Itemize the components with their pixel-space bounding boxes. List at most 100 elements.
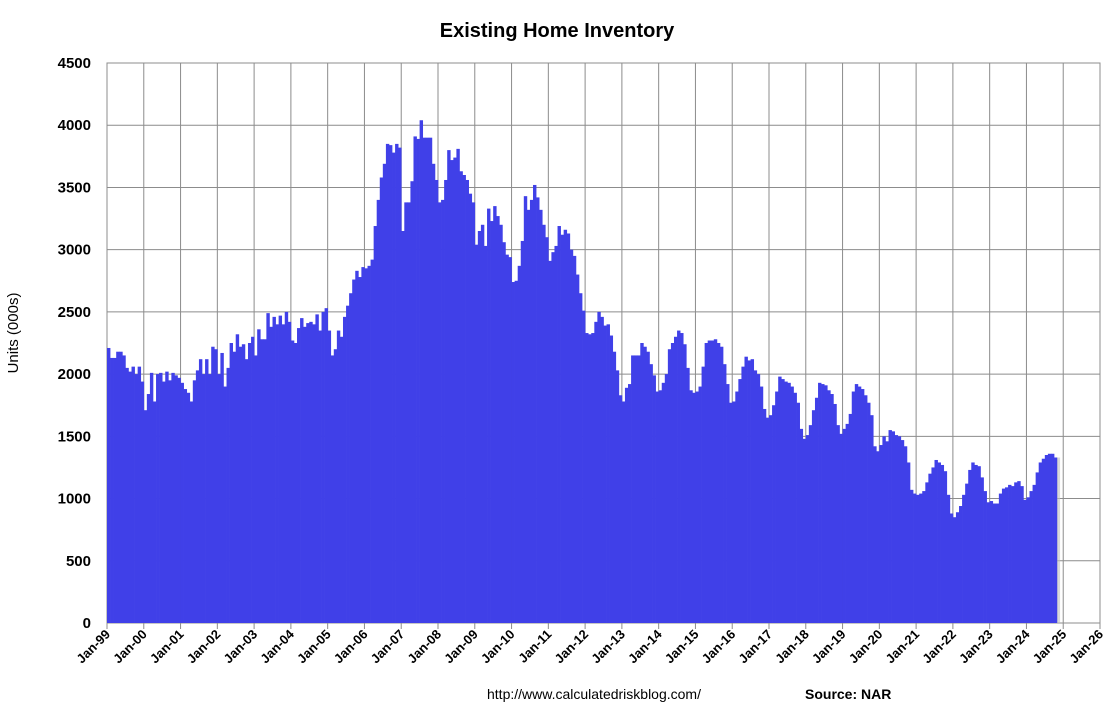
bar — [934, 459, 938, 623]
bar — [765, 417, 770, 623]
bar — [523, 196, 528, 623]
bar — [493, 206, 497, 624]
bar — [186, 392, 191, 623]
bar — [701, 366, 705, 623]
x-tick-label: Jan-00 — [110, 627, 150, 667]
bar — [450, 160, 454, 623]
y-tick-label: 2000 — [58, 366, 91, 383]
bar — [349, 293, 353, 623]
x-tick-label: Jan-17 — [735, 627, 775, 667]
y-tick-label: 2500 — [58, 304, 91, 321]
bar — [281, 324, 286, 623]
bar — [211, 346, 215, 623]
bar — [946, 494, 951, 623]
bar — [514, 280, 519, 623]
bar — [128, 371, 132, 623]
bar — [487, 208, 491, 623]
bar — [882, 436, 886, 623]
bar — [238, 346, 243, 623]
bar — [177, 377, 181, 623]
bar — [793, 392, 797, 623]
x-tick-label: Jan-16 — [699, 627, 739, 667]
bar — [358, 277, 362, 623]
y-tick-label: 1500 — [58, 428, 91, 445]
bar — [655, 391, 660, 623]
bar — [811, 410, 816, 623]
bar — [624, 387, 629, 623]
bar — [848, 413, 853, 623]
bar — [818, 382, 822, 623]
bar — [744, 356, 748, 623]
bar — [232, 351, 237, 623]
bar — [670, 343, 675, 623]
bar — [376, 199, 381, 623]
bar — [707, 340, 712, 623]
bar — [195, 370, 200, 623]
bar — [254, 355, 258, 623]
bar — [140, 381, 145, 623]
bar — [870, 415, 874, 623]
bar — [152, 401, 157, 623]
bar — [373, 226, 378, 623]
bar — [1001, 488, 1006, 623]
bar — [333, 349, 338, 623]
bar — [723, 364, 727, 623]
bar — [1054, 457, 1058, 623]
bar — [398, 147, 402, 623]
x-tick-label: Jan-09 — [441, 627, 481, 667]
bar — [1026, 497, 1030, 623]
bar — [634, 355, 638, 623]
bar — [903, 446, 908, 623]
bar — [1047, 453, 1052, 623]
bar — [943, 471, 948, 623]
bar — [247, 343, 252, 623]
bar — [312, 324, 316, 623]
bar — [827, 390, 831, 623]
bar — [710, 340, 715, 623]
bar — [303, 326, 307, 623]
bar — [683, 344, 687, 623]
bar — [781, 379, 785, 623]
bar — [244, 359, 249, 623]
bar — [922, 491, 926, 623]
bar — [640, 343, 644, 623]
bar — [799, 428, 804, 623]
bar — [1011, 486, 1015, 623]
bar — [529, 199, 534, 623]
bar — [643, 346, 647, 623]
bar — [122, 355, 126, 623]
bar — [885, 441, 889, 623]
bar — [490, 221, 494, 624]
bar — [297, 328, 301, 623]
bar — [756, 374, 761, 623]
bar — [382, 163, 387, 624]
x-tick-label: Jan-10 — [478, 627, 518, 667]
bar — [300, 318, 304, 623]
x-tick-label: Jan-15 — [662, 627, 702, 667]
bar — [830, 394, 834, 623]
bar — [107, 347, 111, 623]
bar — [456, 148, 460, 623]
bar — [477, 231, 482, 623]
bar — [726, 384, 730, 623]
chart-title: Existing Home Inventory — [439, 20, 675, 42]
bar — [1035, 472, 1040, 623]
bar — [309, 321, 313, 623]
bar — [539, 209, 543, 623]
bar — [278, 315, 283, 623]
bar — [591, 333, 595, 623]
bar — [851, 391, 856, 623]
bar — [480, 224, 485, 623]
bar — [551, 252, 555, 623]
bar — [741, 366, 745, 623]
x-tick-label: Jan-08 — [404, 627, 444, 667]
bar — [879, 445, 883, 623]
bar — [784, 381, 788, 623]
bar — [441, 199, 445, 623]
bar — [805, 435, 810, 623]
x-tick-label: Jan-19 — [809, 627, 849, 667]
bar — [759, 386, 764, 623]
bar — [582, 310, 586, 623]
bar — [330, 355, 335, 623]
bar — [342, 316, 347, 623]
